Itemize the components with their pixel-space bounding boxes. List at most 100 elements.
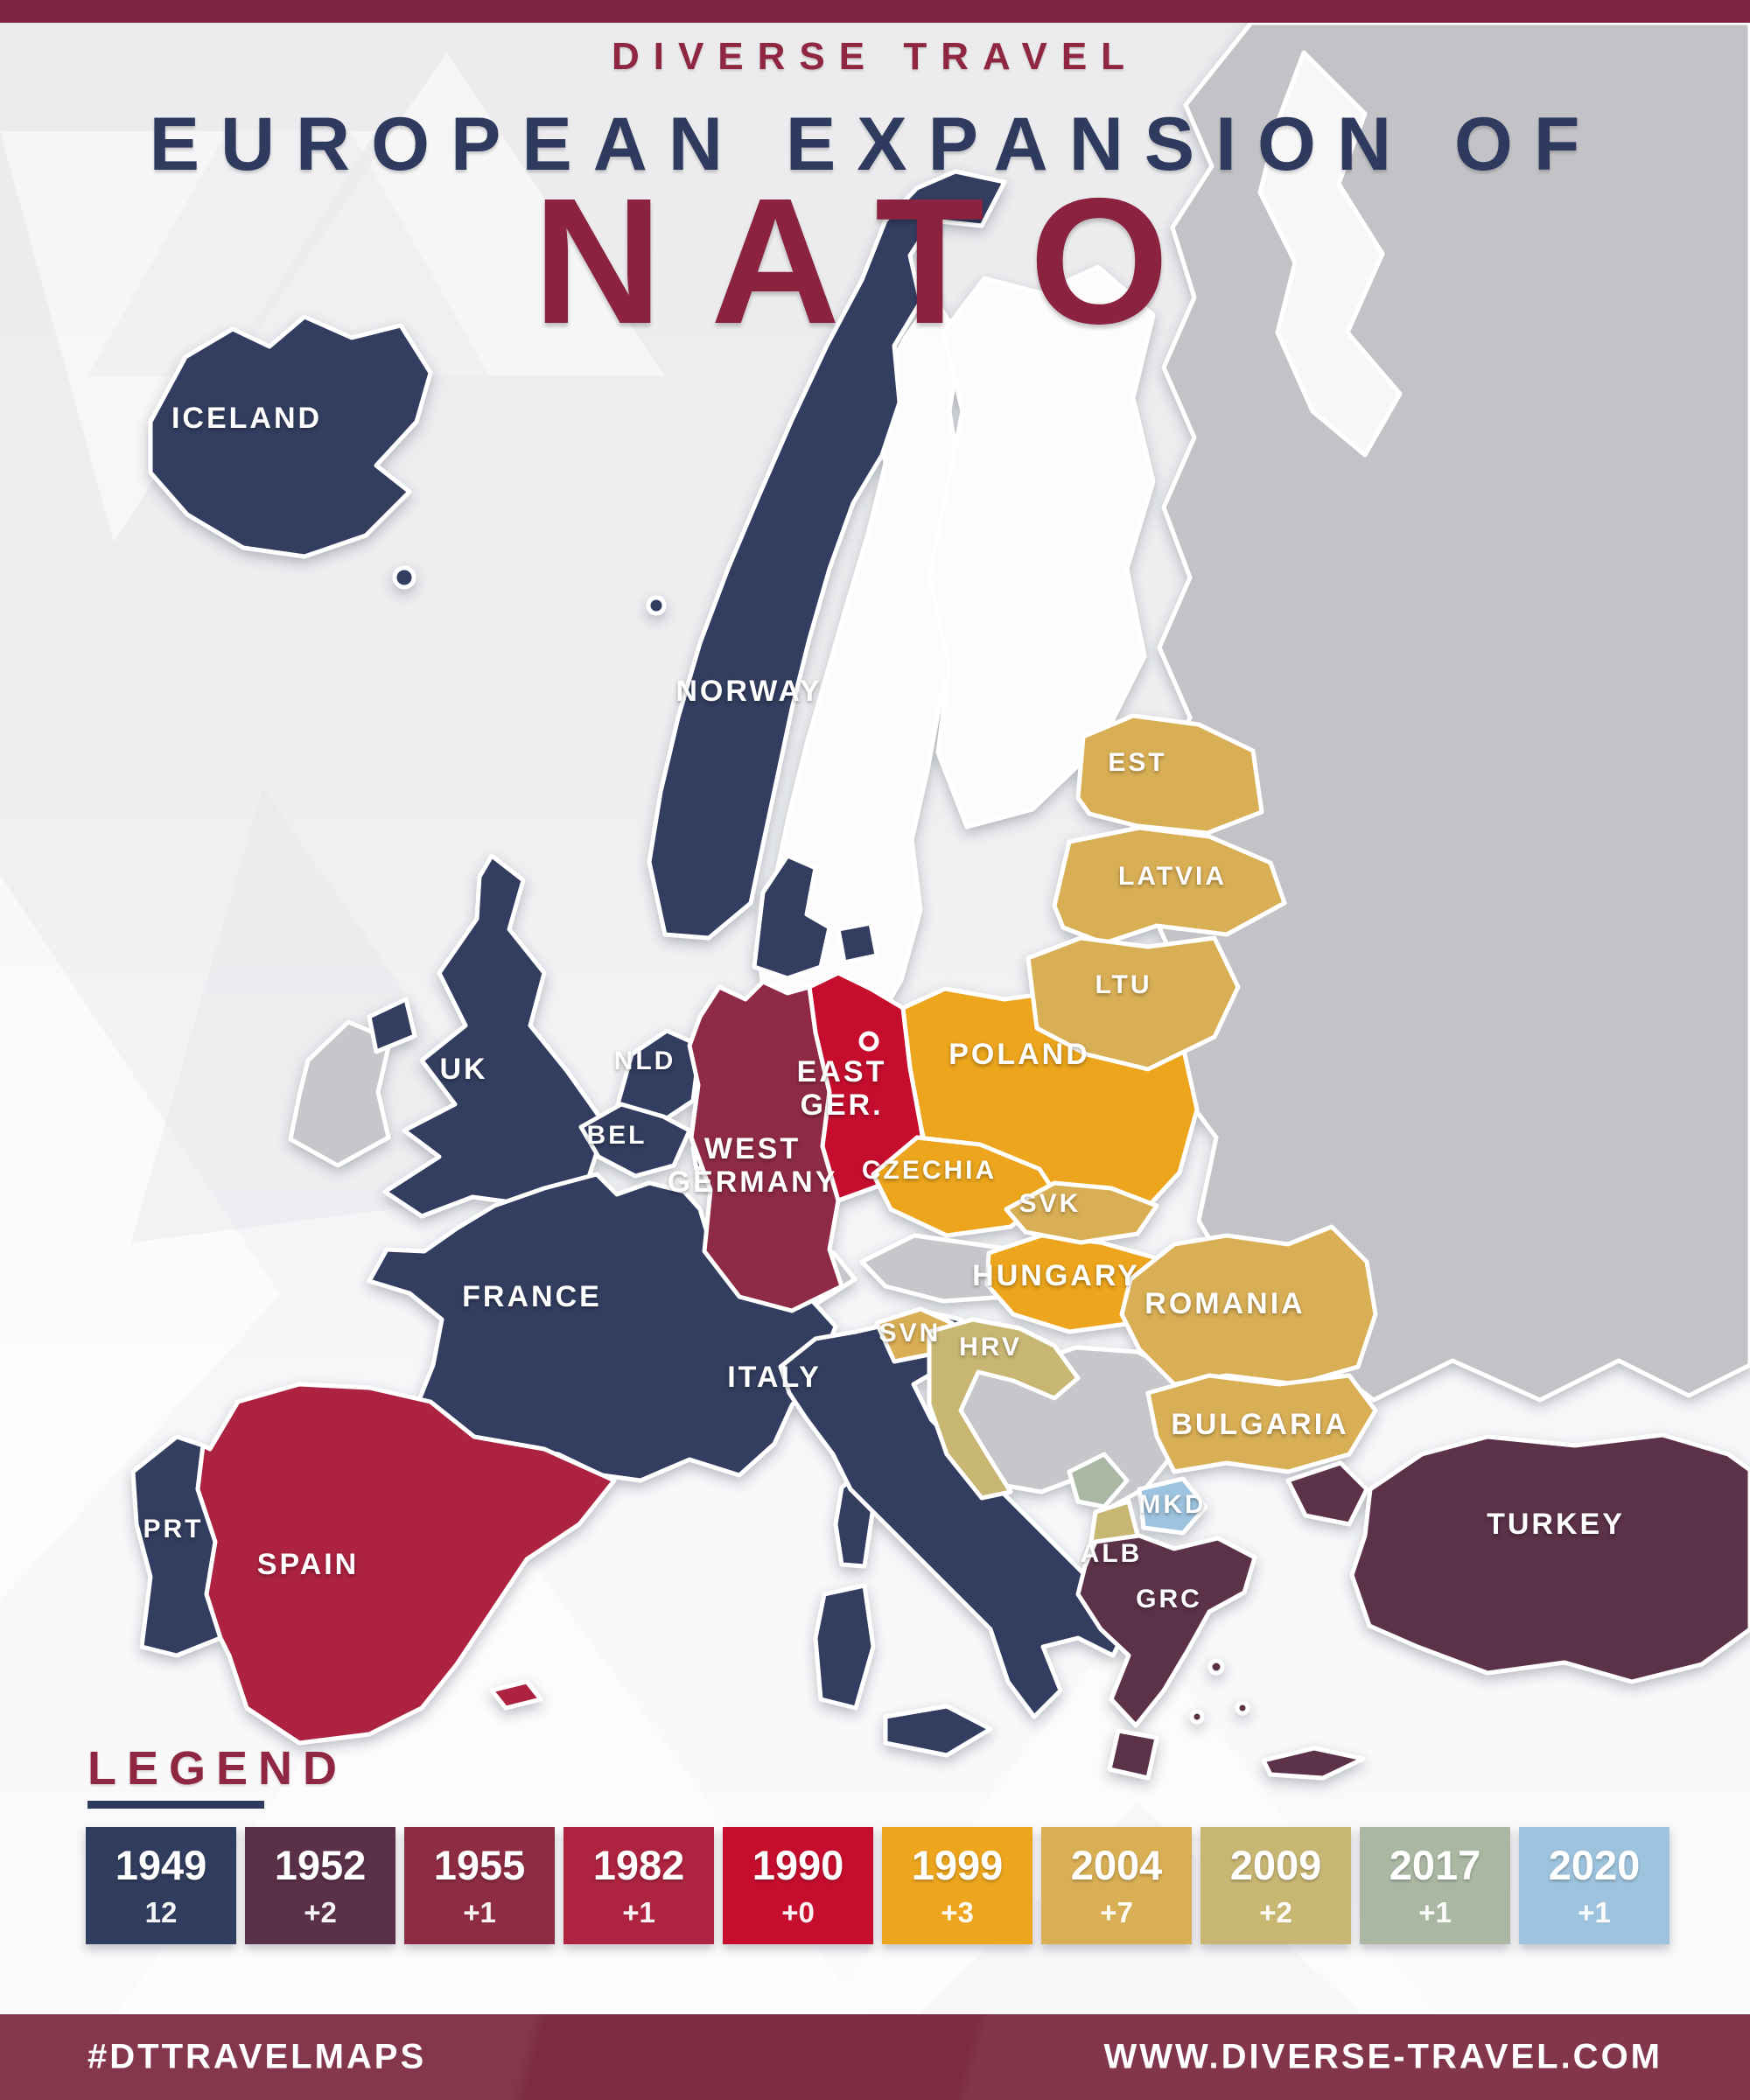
map-label-alb: ALB xyxy=(1080,1539,1143,1569)
map-label-west-germany: WEST GERMANY xyxy=(667,1131,838,1199)
country-united-kingdom xyxy=(382,853,608,1219)
country-slovakia xyxy=(1004,1180,1159,1245)
legend-year-label: 2009 xyxy=(1229,1842,1322,1888)
legend-item-1955: 1955 +1 xyxy=(404,1827,555,1944)
country-greece xyxy=(1075,1533,1257,1728)
map-label-ltu: LTU xyxy=(1095,970,1152,1000)
map-label-poland: POLAND xyxy=(948,1037,1090,1071)
map-label-svk: SVK xyxy=(1018,1189,1082,1219)
legend-year-label: 1949 xyxy=(115,1842,207,1888)
legend-count-label: +3 xyxy=(941,1896,974,1928)
aegean-island-3 xyxy=(1189,1709,1205,1725)
page-title: EUROPEAN EXPANSION OF xyxy=(149,102,1601,186)
map-label-czechia: CZECHIA xyxy=(861,1156,998,1186)
map-label-est: EST xyxy=(1108,748,1167,778)
legend-item-2017: 2017 +1 xyxy=(1360,1827,1510,1944)
aegean-island-2 xyxy=(1235,1700,1250,1716)
white-sea-inlet xyxy=(1257,50,1403,458)
country-estonia xyxy=(1075,713,1264,836)
shetland-islands xyxy=(646,595,667,616)
country-bulgaria xyxy=(1145,1373,1378,1474)
west-berlin-dot xyxy=(858,1031,879,1052)
legend-year-label: 1999 xyxy=(911,1842,1004,1888)
map-label-nld: NLD xyxy=(613,1046,676,1076)
country-ireland xyxy=(288,1019,393,1168)
legend-count-label: +1 xyxy=(1578,1896,1611,1928)
legend-item-2004: 2004 +7 xyxy=(1041,1827,1192,1944)
legend-item-1990: 1990 +0 xyxy=(723,1827,873,1944)
map-label-romania: ROMANIA xyxy=(1144,1286,1306,1320)
legend-count-label: +1 xyxy=(622,1896,655,1928)
map-label-prt: PRT xyxy=(143,1515,204,1544)
map-label-latvia: LATVIA xyxy=(1117,862,1228,892)
turkey-thrace xyxy=(1285,1460,1369,1527)
country-montenegro xyxy=(1067,1452,1130,1509)
sardinia xyxy=(813,1583,876,1711)
country-croatia xyxy=(927,1317,1081,1501)
map-label-spain: SPAIN xyxy=(256,1547,360,1581)
northern-ireland xyxy=(367,997,417,1054)
country-romania xyxy=(1119,1224,1378,1387)
map-label-italy: ITALY xyxy=(727,1360,822,1394)
map-label-turkey: TURKEY xyxy=(1487,1507,1625,1541)
footer-bar: #DTTRAVELMAPS WWW.DIVERSE-TRAVEL.COM xyxy=(0,2014,1750,2100)
legend-count-label: +1 xyxy=(1418,1896,1452,1928)
map-label-grc: GRC xyxy=(1136,1585,1202,1614)
legend-item-1999: 1999 +3 xyxy=(882,1827,1032,1944)
legend-item-1952: 1952 +2 xyxy=(245,1827,396,1944)
aegean-island-1 xyxy=(1208,1658,1225,1676)
legend-year-label: 1955 xyxy=(433,1842,526,1888)
map-label-hrv: HRV xyxy=(959,1333,1022,1362)
legend-year-label: 1952 xyxy=(274,1842,367,1888)
legend-count-label: 12 xyxy=(144,1896,178,1928)
country-west-germany xyxy=(687,979,844,1313)
legend-year-label: 1990 xyxy=(752,1842,844,1888)
country-france xyxy=(367,1172,838,1483)
country-belgium xyxy=(578,1102,692,1179)
map-label-east-germany: EAST GER. xyxy=(796,1054,887,1122)
map-label-france: FRANCE xyxy=(462,1279,602,1313)
country-iceland xyxy=(148,314,433,559)
country-lithuania xyxy=(1026,935,1241,1072)
legend-count-label: +2 xyxy=(1259,1896,1292,1928)
denmark-zealand xyxy=(836,920,879,965)
brand-title: DIVERSE TRAVEL xyxy=(611,35,1139,78)
legend-year-label: 2017 xyxy=(1389,1842,1481,1888)
balearic-islands xyxy=(489,1679,543,1711)
map-label-mkd: MKD xyxy=(1138,1490,1207,1520)
faroe-islands xyxy=(392,565,416,590)
map-label-uk: UK xyxy=(439,1052,488,1086)
footer-website: WWW.DIVERSE-TRAVEL.COM xyxy=(1103,2037,1662,2076)
map-label-norway: NORWAY xyxy=(676,674,822,708)
legend-year-label: 1982 xyxy=(592,1842,685,1888)
peloponnese xyxy=(1107,1728,1159,1781)
legend-count-label: +0 xyxy=(781,1896,815,1928)
page-subtitle-nato: NATO xyxy=(533,161,1217,361)
legend-row: 1949 12 1952 +2 1955 +1 1982 +1 1990 +0 … xyxy=(86,1827,1670,1944)
legend-item-1949: 1949 12 xyxy=(86,1827,236,1944)
country-turkey xyxy=(1349,1432,1750,1684)
map-label-bulgaria: BULGARIA xyxy=(1171,1407,1349,1441)
legend-year-label: 2020 xyxy=(1548,1842,1641,1888)
legend-item-2009: 2009 +2 xyxy=(1200,1827,1351,1944)
map-label-svn: SVN xyxy=(878,1319,942,1348)
country-finland xyxy=(927,264,1156,830)
legend-item-1982: 1982 +1 xyxy=(564,1827,714,1944)
map-label-iceland: ICELAND xyxy=(171,401,323,435)
country-norway xyxy=(647,169,1007,941)
footer-hashtag: #DTTRAVELMAPS xyxy=(88,2037,427,2076)
map-label-hungary: HUNGARY xyxy=(972,1258,1140,1292)
legend-year-label: 2004 xyxy=(1070,1842,1163,1888)
top-accent-bar xyxy=(0,0,1750,23)
legend-underline xyxy=(88,1801,264,1809)
sicily xyxy=(883,1704,993,1758)
legend-title: LEGEND xyxy=(88,1742,348,1795)
crete xyxy=(1261,1746,1366,1781)
country-north-macedonia xyxy=(1137,1476,1208,1536)
legend-count-label: +1 xyxy=(463,1896,496,1928)
legend-count-label: +2 xyxy=(304,1896,337,1928)
legend-item-2020: 2020 +1 xyxy=(1519,1827,1670,1944)
legend-count-label: +7 xyxy=(1100,1896,1133,1928)
